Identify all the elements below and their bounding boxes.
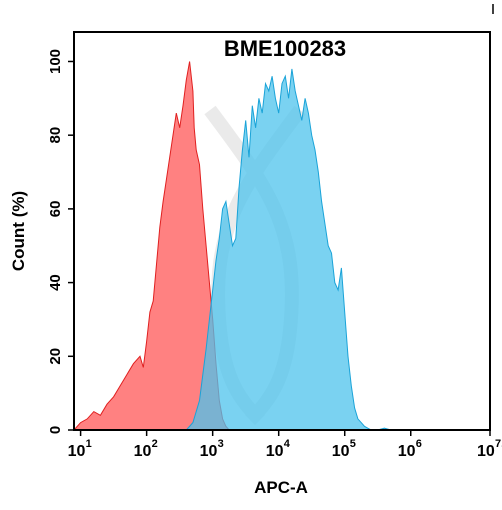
x-tick-base: 10 — [477, 443, 495, 460]
x-tick-base: 10 — [332, 443, 350, 460]
x-tick-label: 107.2 — [477, 438, 502, 460]
y-tick-label: 20 — [47, 348, 64, 365]
x-tick-exponent: 4 — [284, 438, 291, 450]
x-tick-base: 10 — [266, 443, 284, 460]
x-tick-label: 10 1 — [68, 438, 92, 460]
x-tick-label: 10 4 — [266, 438, 291, 460]
series-layer — [72, 61, 392, 431]
y-tick-label: 60 — [47, 201, 64, 218]
x-tick-exponent: 2 — [152, 438, 158, 450]
x-tick-base: 10 — [134, 443, 152, 460]
y-axis-label: Count (%) — [9, 191, 28, 271]
x-tick-base: 10 — [398, 443, 416, 460]
x-tick-exponent: 6 — [416, 438, 422, 450]
plot-frame — [73, 31, 491, 431]
x-tick-base: 10 — [200, 443, 218, 460]
x-tick-base: 10 — [68, 443, 86, 460]
y-tick-label: 100 — [47, 49, 64, 74]
x-axis-label: APC-A — [254, 478, 308, 497]
y-tick-label: 0 — [47, 426, 64, 434]
x-tick-exponent: 7.2 — [495, 438, 502, 450]
chart-title: BME100283 — [224, 36, 346, 61]
histogram-series-2 — [185, 68, 392, 431]
y-axis: 0 20 40 60 80 100 — [47, 49, 74, 434]
x-tick-exponent: 3 — [218, 438, 224, 450]
x-tick-exponent: 1 — [86, 438, 92, 450]
x-tick-label: 10 6 — [398, 438, 422, 460]
x-tick-label: 10 3 — [200, 438, 224, 460]
y-tick-label: 80 — [47, 127, 64, 144]
x-tick-label: 10 2 — [134, 438, 158, 460]
x-tick-exponent: 5 — [350, 438, 356, 450]
y-tick-label: 40 — [47, 274, 64, 291]
x-tick-label: 10 5 — [332, 438, 356, 460]
